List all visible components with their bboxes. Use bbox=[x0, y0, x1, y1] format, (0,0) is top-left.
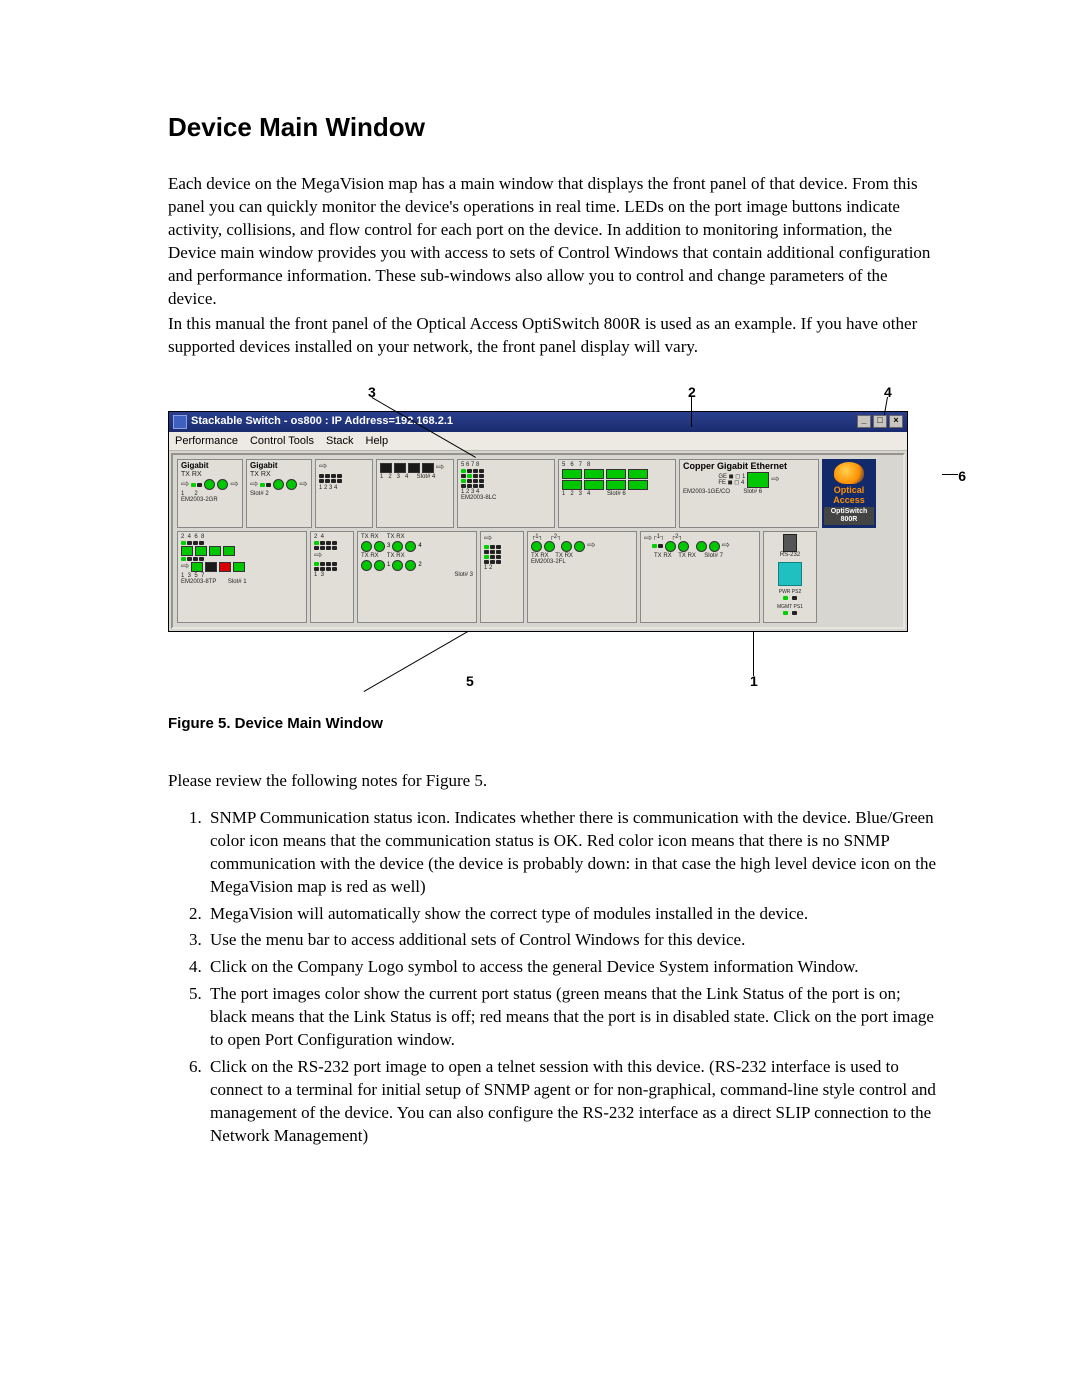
port-image[interactable] bbox=[544, 541, 555, 552]
port-image[interactable] bbox=[678, 541, 689, 552]
port-image[interactable] bbox=[584, 469, 604, 479]
note-item: Click on the Company Logo symbol to acce… bbox=[206, 956, 940, 979]
window-maximize-button[interactable]: □ bbox=[873, 415, 887, 428]
module-slot-2-top[interactable]: Gigabit TX RX ⇨ ⇨ Slot# 2 bbox=[246, 459, 312, 527]
port-image[interactable] bbox=[628, 469, 648, 479]
port-image[interactable] bbox=[209, 546, 221, 556]
port-image[interactable] bbox=[606, 469, 626, 479]
menu-bar: Performance Control Tools Stack Help bbox=[169, 432, 907, 452]
port-image[interactable] bbox=[273, 479, 284, 490]
port-image[interactable] bbox=[392, 560, 403, 571]
intro-paragraph-1: Each device on the MegaVision map has a … bbox=[168, 173, 940, 311]
port-image[interactable] bbox=[628, 480, 648, 490]
note-item: The port images color show the current p… bbox=[206, 983, 940, 1052]
intro-paragraph-2: In this manual the front panel of the Op… bbox=[168, 313, 940, 359]
port-image[interactable] bbox=[191, 562, 203, 572]
port-image[interactable] bbox=[223, 546, 235, 556]
port-image[interactable] bbox=[392, 541, 403, 552]
port-image[interactable] bbox=[204, 479, 215, 490]
menu-performance[interactable]: Performance bbox=[175, 434, 238, 449]
port-image[interactable] bbox=[181, 546, 193, 556]
module-mini-24[interactable]: 2 4 ⇨ 1 3 bbox=[310, 531, 354, 623]
module-status: RS-232 PWR PS2 MGMT PS1 bbox=[763, 531, 817, 623]
port-image[interactable] bbox=[422, 463, 434, 473]
window-app-icon bbox=[173, 415, 187, 429]
company-logo-panel[interactable]: Optical Access OptiSwitch 800R bbox=[822, 459, 876, 527]
review-intro: Please review the following notes for Fi… bbox=[168, 770, 940, 793]
note-item: Use the menu bar to access additional se… bbox=[206, 929, 940, 952]
module-slot-1-top[interactable]: Gigabit TX RX ⇨ ⇨ 1 2 EM2003-2GR bbox=[177, 459, 243, 527]
port-image[interactable] bbox=[405, 560, 416, 571]
note-item: SNMP Communication status icon. Indicate… bbox=[206, 807, 940, 899]
module-2fl-b[interactable]: ⇨ ┌1┐ ┌2┐ ⇨ TX RX TX RX Slot# 7 bbox=[640, 531, 760, 623]
device-window: Stackable Switch - os800 : IP Address=19… bbox=[168, 411, 908, 632]
window-titlebar: Stackable Switch - os800 : IP Address=19… bbox=[169, 412, 907, 432]
port-image[interactable] bbox=[405, 541, 416, 552]
module-mini-led: ⇨ 1 2 bbox=[480, 531, 524, 623]
module-8tp[interactable]: 2 4 6 8 ⇨ bbox=[177, 531, 307, 623]
port-image[interactable] bbox=[408, 463, 420, 473]
callouts-bottom: 5 1 bbox=[168, 632, 940, 690]
port-image[interactable] bbox=[531, 541, 542, 552]
window-close-button[interactable]: × bbox=[889, 415, 903, 428]
menu-control-tools[interactable]: Control Tools bbox=[250, 434, 314, 449]
note-item: Click on the RS-232 port image to open a… bbox=[206, 1056, 940, 1148]
port-image[interactable] bbox=[665, 541, 676, 552]
port-image[interactable] bbox=[361, 560, 372, 571]
module-slot-3-bottom[interactable]: TX RX TX RX 3 4 TX RX TX RX 1 bbox=[357, 531, 477, 623]
callout-4: 4 bbox=[884, 383, 892, 402]
port-image[interactable] bbox=[709, 541, 720, 552]
rs232-port-icon[interactable] bbox=[783, 534, 797, 552]
port-image[interactable] bbox=[562, 480, 582, 490]
port-image[interactable] bbox=[217, 479, 228, 490]
port-image[interactable] bbox=[584, 480, 604, 490]
module-led-block: ⇨ 1 2 3 4 bbox=[315, 459, 373, 527]
callout-6: 6 bbox=[958, 467, 966, 486]
snmp-status-icon[interactable] bbox=[778, 562, 802, 586]
module-slot-6a-top[interactable]: 5 6 7 8 1 2 3 4 Slot# bbox=[558, 459, 676, 527]
port-image[interactable] bbox=[219, 562, 231, 572]
callouts-top: 3 2 4 bbox=[168, 383, 940, 411]
callout-1: 1 bbox=[750, 672, 758, 691]
port-image[interactable] bbox=[394, 463, 406, 473]
port-image[interactable] bbox=[195, 546, 207, 556]
module-copper-gigabit[interactable]: Copper Gigabit Ethernet GE ◼ ◻ 1FE ◼ ◻ 4… bbox=[679, 459, 819, 527]
figure-caption: Figure 5. Device Main Window bbox=[168, 714, 940, 734]
window-minimize-button[interactable]: _ bbox=[857, 415, 871, 428]
module-8lc[interactable]: 5 6 7 8 1 2 3 4 EM2003-8LC bbox=[457, 459, 555, 527]
port-image[interactable] bbox=[561, 541, 572, 552]
module-slot-4-top[interactable]: ⇨ 1 2 3 4 Slot# 4 bbox=[376, 459, 454, 527]
callout-5: 5 bbox=[466, 672, 474, 691]
front-panel: Gigabit TX RX ⇨ ⇨ 1 2 EM2003-2GR Gigabit… bbox=[171, 453, 905, 628]
port-image[interactable] bbox=[562, 469, 582, 479]
notes-list: SNMP Communication status icon. Indicate… bbox=[206, 807, 940, 1148]
port-image[interactable] bbox=[286, 479, 297, 490]
port-image[interactable] bbox=[233, 562, 245, 572]
port-image[interactable] bbox=[606, 480, 626, 490]
module-2fl-a[interactable]: ┌1┐ ┌2┐ ⇨ TX RX TX RX EM2003-2FL bbox=[527, 531, 637, 623]
port-image[interactable] bbox=[747, 472, 769, 488]
menu-stack[interactable]: Stack bbox=[326, 434, 354, 449]
page-heading: Device Main Window bbox=[168, 110, 940, 145]
port-image[interactable] bbox=[361, 541, 372, 552]
port-image[interactable] bbox=[380, 463, 392, 473]
port-image[interactable] bbox=[374, 541, 385, 552]
port-image[interactable] bbox=[374, 560, 385, 571]
port-image[interactable] bbox=[205, 562, 217, 572]
company-logo-icon[interactable] bbox=[834, 462, 864, 484]
note-item: MegaVision will automatically show the c… bbox=[206, 903, 940, 926]
port-image[interactable] bbox=[574, 541, 585, 552]
menu-help[interactable]: Help bbox=[366, 434, 389, 449]
figure-5: 3 2 4 Stackable Switch - os800 : IP Addr… bbox=[168, 383, 940, 690]
port-image[interactable] bbox=[696, 541, 707, 552]
